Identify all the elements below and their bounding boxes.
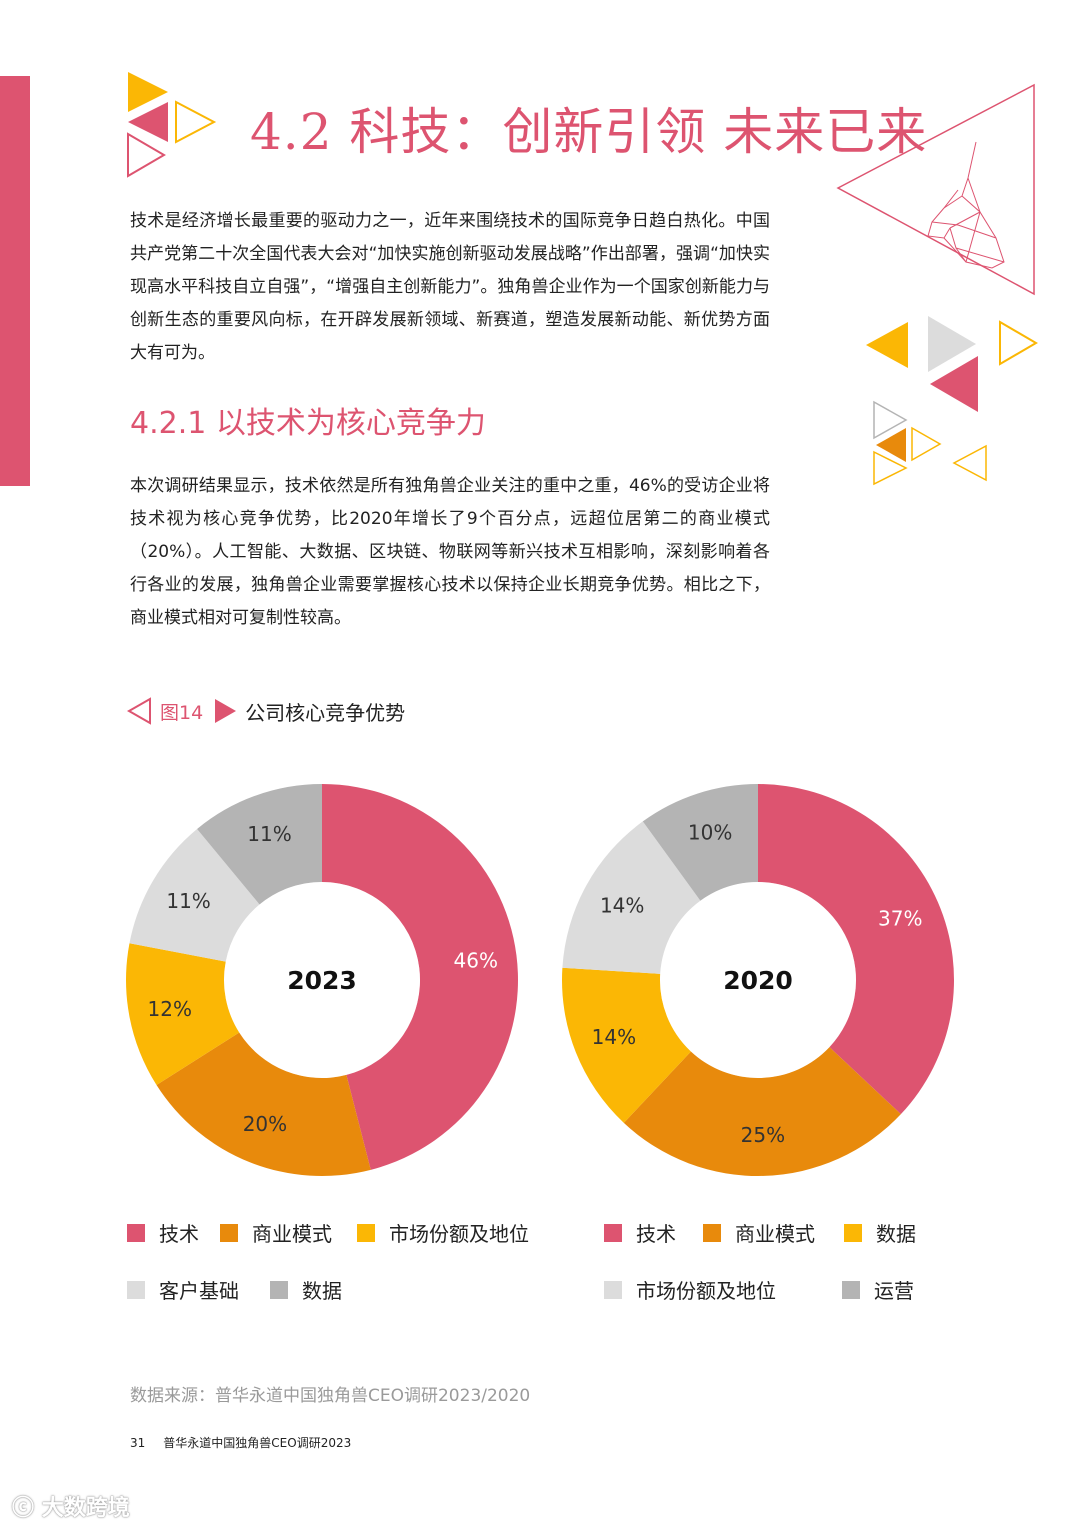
legend-item: 客户基础 (127, 1275, 239, 1304)
triangle-pink-icon (128, 102, 168, 142)
legend-item: 技术 (127, 1218, 199, 1247)
section-heading: 4.2.1 以技术为核心竞争力 (130, 406, 486, 441)
legend-label: 商业模式 (252, 1222, 332, 1246)
triangle-outline-gray-icon (873, 400, 908, 440)
unicorn-icon (927, 141, 1005, 269)
donut-slice (156, 1032, 371, 1176)
watermark-text: 大数跨境 (41, 1496, 130, 1521)
triangle-outline-yellow-icon (873, 450, 908, 486)
intro-paragraph: 技术是经济增长最重要的驱动力之一，近年来围绕技术的国际竞争日趋白热化。中国共产党… (130, 211, 770, 363)
legend-label: 商业模式 (735, 1222, 815, 1246)
legend-swatch (842, 1280, 860, 1299)
legend-item: 数据 (270, 1275, 342, 1304)
slice-label: 10% (688, 821, 732, 845)
donut-slice (197, 784, 322, 905)
chart-center-year: 2020 (723, 966, 793, 995)
decorative-triangles (127, 72, 1038, 486)
donut-slice (758, 784, 954, 1115)
chart-center-year: 2023 (287, 966, 357, 995)
legend-label: 数据 (876, 1222, 916, 1246)
legend-item: 商业模式 (220, 1218, 332, 1247)
donut-hole (676, 898, 840, 1062)
large-triangle-outline-icon (836, 83, 1035, 296)
legend-swatch (270, 1280, 288, 1299)
donut-slice (623, 1047, 901, 1176)
figure-number: 图14 (160, 701, 204, 724)
legend-item: 市场份额及地位 (357, 1218, 529, 1247)
donut-slice (322, 784, 518, 1170)
legend-label: 市场份额及地位 (389, 1222, 529, 1246)
legend-item: 技术 (604, 1218, 676, 1247)
donut-slice (642, 784, 758, 901)
slice-label: 37% (878, 906, 922, 930)
triangle-outline-yellow-icon (175, 100, 217, 144)
slice-label: 14% (600, 893, 644, 917)
legend-item: 运营 (842, 1275, 914, 1304)
legend-label: 技术 (159, 1222, 199, 1246)
donut-charts: 46% 20% 12% 11% 11% 2023 37% 25% 14% 14% 10% 2020 (125, 784, 954, 1176)
figure-label: 图14 公司核心竞争优势 (126, 693, 405, 729)
donut-inner-ring (660, 882, 856, 1078)
slice-label: 46% (454, 949, 498, 973)
legend-swatch (127, 1280, 145, 1299)
triangle-orange-icon (876, 428, 906, 462)
legend-swatch (357, 1223, 375, 1242)
donut-inner-ring (224, 882, 420, 1078)
legend-label: 客户基础 (159, 1279, 239, 1303)
donut-chart-2023: 46% 20% 12% 11% 11% 2023 (125, 784, 518, 1176)
page-footer: 31 普华永道中国独角兽CEO调研2023 (130, 1434, 351, 1451)
donut-chart-2020: 37% 25% 14% 14% 10% 2020 (562, 784, 954, 1176)
legend-item: 数据 (844, 1218, 916, 1247)
triangle-gray-icon (928, 316, 976, 372)
donut-hole (240, 898, 404, 1062)
slice-label: 11% (247, 822, 291, 846)
legend-label: 运营 (874, 1279, 914, 1303)
slice-label: 14% (592, 1025, 636, 1049)
legend-label: 技术 (636, 1222, 676, 1246)
triangle-outline-yellow-icon (952, 444, 987, 482)
legend-label: 市场份额及地位 (636, 1279, 776, 1303)
slice-label: 20% (243, 1112, 287, 1136)
data-source: 数据来源：普华永道中国独角兽CEO调研2023/2020 (130, 1386, 531, 1406)
legend-swatch (604, 1280, 622, 1299)
legend-swatch (604, 1223, 622, 1242)
triangle-yellow-icon (128, 72, 168, 112)
triangle-outline-left-icon (126, 697, 151, 725)
page-number: 31 (130, 1436, 146, 1450)
triangle-pink-icon (930, 356, 978, 412)
footer-text: 普华永道中国独角兽CEO调研2023 (163, 1436, 352, 1450)
slice-label: 11% (166, 889, 210, 913)
figure-title: 公司核心竞争优势 (245, 700, 406, 725)
legend-swatch (703, 1223, 721, 1242)
donut-slice (562, 821, 701, 974)
legend-item: 市场份额及地位 (604, 1275, 776, 1304)
slice-label: 25% (741, 1123, 785, 1147)
triangle-yellow-icon (866, 322, 908, 368)
legend-swatch (127, 1223, 145, 1242)
watermark: ⓒ 大数跨境 (12, 1490, 130, 1522)
triangle-outline-yellow-icon (911, 426, 942, 462)
triangle-outline-yellow-icon (999, 320, 1038, 366)
legend-swatch (844, 1223, 862, 1242)
page-title: 4.2 科技：创新引领 未来已来 (250, 103, 928, 161)
legend-item: 商业模式 (703, 1218, 815, 1247)
triangle-solid-right-icon (215, 699, 237, 723)
donut-slice (129, 828, 260, 962)
side-accent-bar (0, 76, 30, 486)
triangle-outline-pink-icon (127, 132, 166, 178)
donut-slice (562, 967, 691, 1123)
watermark-icon: ⓒ (12, 1496, 35, 1521)
section-paragraph: 本次调研结果显示，技术依然是所有独角兽企业关注的重中之重，46%的受访企业将技术… (130, 476, 770, 628)
slice-label: 12% (148, 997, 192, 1021)
donut-slice (125, 943, 240, 1086)
legend-label: 数据 (302, 1279, 342, 1303)
legend-swatch (220, 1223, 238, 1242)
